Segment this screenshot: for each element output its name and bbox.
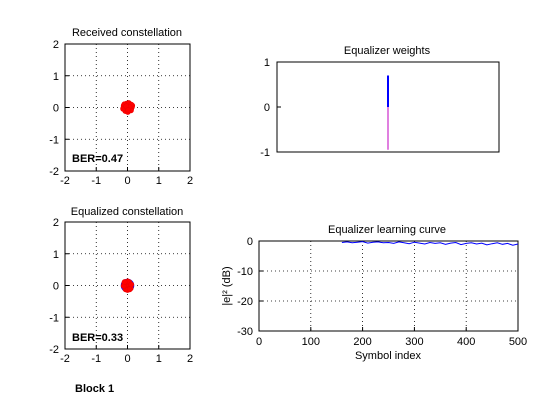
- received-ytick-label: -1: [49, 134, 59, 146]
- equalized-x-ticks: -2 -1 0 1 2: [60, 353, 193, 365]
- equalized-ytick-label: 0: [53, 281, 59, 293]
- constellation-point: [126, 286, 133, 293]
- learning-xlabel: Symbol index: [355, 350, 422, 362]
- equalized-ytick-label: 2: [53, 217, 59, 229]
- learning-xtick-label: 100: [302, 336, 320, 348]
- received-grid: [64, 43, 191, 172]
- learning-ytick-label: -20: [237, 296, 253, 308]
- learning-xtick-label: 400: [457, 336, 475, 348]
- received-ytick-label: -2: [49, 166, 59, 178]
- received-xtick-label: 1: [156, 175, 162, 187]
- block-label: Block 1: [75, 383, 114, 395]
- learning-ytick-label: -10: [237, 266, 253, 278]
- equalized-y-ticks: -2 -1 0 1 2: [49, 217, 59, 356]
- weights-ytick-label: 0: [264, 102, 270, 114]
- equalized-title: Equalized constellation: [71, 206, 184, 218]
- learning-x-ticks: 0 100 200 300 400 500: [256, 336, 527, 348]
- learning-curve-line: [341, 241, 519, 246]
- received-xtick-label: -2: [60, 175, 70, 187]
- learning-curve-plot: Equalizer learning curve 0 100 200 300 4…: [221, 224, 527, 362]
- received-ytick-label: 0: [53, 103, 59, 115]
- received-title: Received constellation: [72, 27, 182, 39]
- received-ytick-label: 1: [53, 71, 59, 83]
- weights-title: Equalizer weights: [344, 45, 431, 57]
- equalized-xtick-label: -1: [91, 353, 101, 365]
- received-ber-label: BER=0.47: [72, 153, 123, 165]
- received-constellation-plot: Received constellation -2 -1 0 1 2 -2 -1…: [49, 27, 193, 187]
- learning-title: Equalizer learning curve: [328, 224, 446, 236]
- weights-ytick-label: -1: [260, 147, 270, 159]
- received-points: [120, 100, 136, 115]
- equalized-constellation-plot: Equalized constellation -2 -1 0 1 2 -2 -…: [49, 206, 193, 365]
- learning-axes-box: [258, 240, 519, 332]
- learning-xtick-label: 300: [405, 336, 423, 348]
- equalized-points: [120, 278, 135, 293]
- learning-xtick-label: 500: [509, 336, 527, 348]
- learning-ylabel: |e|² (dB): [221, 266, 233, 305]
- received-xtick-label: -1: [91, 175, 101, 187]
- equalized-ber-label: BER=0.33: [72, 332, 123, 344]
- learning-xtick-label: 0: [256, 336, 262, 348]
- constellation-point: [121, 279, 128, 285]
- equalized-grid: [64, 221, 191, 350]
- equalized-xtick-label: 1: [156, 353, 162, 365]
- equalized-xtick-label: 0: [124, 353, 130, 365]
- weights-ytick-label: 1: [264, 57, 270, 69]
- equalized-xtick-label: -2: [60, 353, 70, 365]
- equalized-ytick-label: 1: [53, 249, 59, 261]
- learning-ytick-label: -30: [237, 326, 253, 338]
- received-x-ticks: -2 -1 0 1 2: [60, 175, 193, 187]
- learning-y-ticks: -30 -20 -10 0: [237, 236, 253, 338]
- equalized-ytick-label: -2: [49, 344, 59, 356]
- constellation-point: [128, 281, 135, 288]
- weights-plot: Equalizer weights -1 0 1: [260, 45, 500, 159]
- received-y-ticks: -2 -1 0 1 2: [49, 39, 59, 178]
- received-xtick-label: 0: [124, 175, 130, 187]
- equalized-xtick-label: 2: [187, 353, 193, 365]
- equalized-ytick-label: -1: [49, 312, 59, 324]
- learning-ytick-label: 0: [247, 236, 253, 248]
- received-xtick-label: 2: [187, 175, 193, 187]
- weights-stems: [277, 61, 389, 153]
- constellation-point: [125, 107, 132, 113]
- weights-y-ticks: -1 0 1: [260, 57, 270, 159]
- received-ytick-label: 2: [53, 39, 59, 51]
- learning-grid: [258, 240, 519, 332]
- learning-xtick-label: 200: [353, 336, 371, 348]
